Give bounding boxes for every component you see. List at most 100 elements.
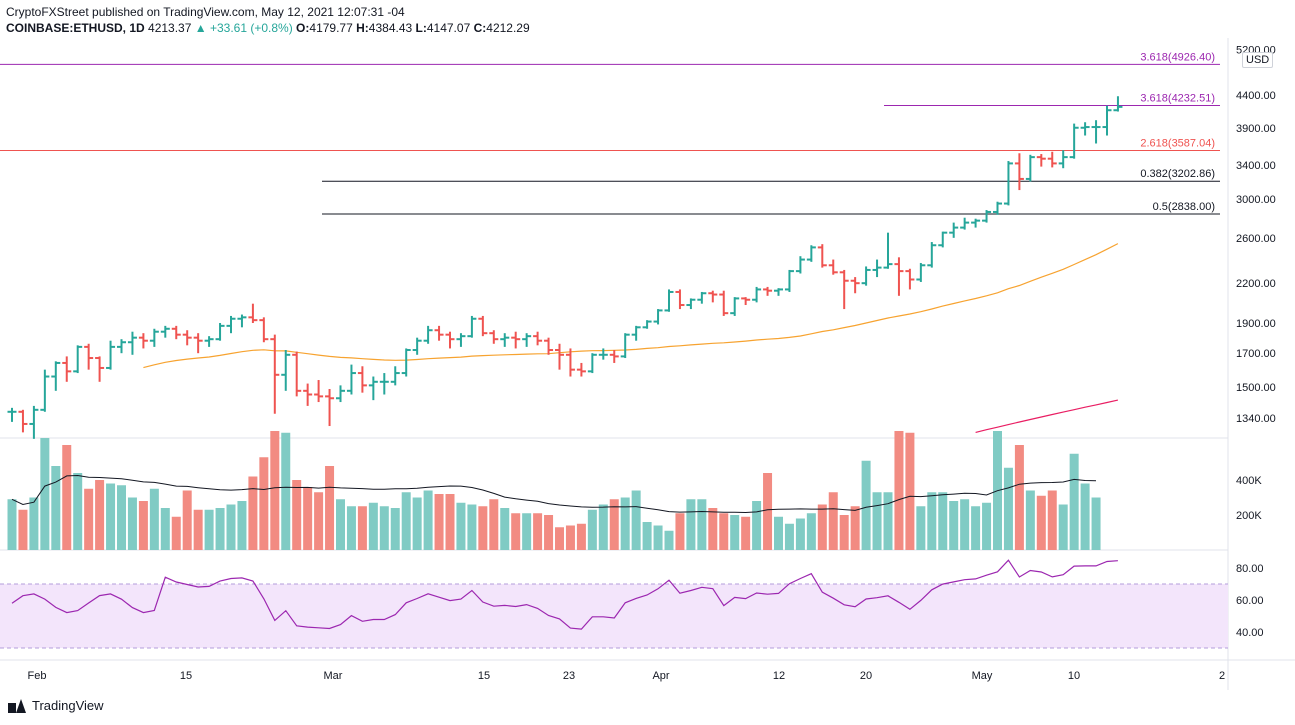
tradingview-logo-icon [8,698,26,713]
price-bar [489,330,499,344]
volume-bar [839,515,849,550]
price-bar [127,331,137,355]
price-bar [379,373,389,395]
price-tick-label: 3000.00 [1236,194,1276,206]
price-bar [752,286,762,303]
rsi-tick-label: 60.00 [1236,595,1264,607]
price-bar [730,297,740,316]
x-tick-label: 10 [1068,670,1080,682]
volume-pane [7,431,1101,550]
volume-bar [193,509,203,550]
publish-line: CryptoFXStreet published on TradingView.… [6,5,405,19]
volume-bar [1058,504,1068,550]
volume-bar [774,516,783,550]
volume-bar [620,497,630,550]
currency-unit[interactable]: USD [1242,52,1274,68]
price-bar [281,350,291,391]
volume-bar [861,460,871,550]
price-tick-label: 3900.00 [1236,123,1276,135]
volume-bar [390,508,400,550]
price-bar [18,409,28,433]
x-tick-label: 15 [478,670,490,682]
volume-bar [292,480,302,550]
volume-bar [1014,445,1024,550]
volume-bar [160,508,170,550]
price-bar [314,380,324,403]
volume-bar [456,502,466,550]
volume-bar [960,499,970,550]
volume-bar [259,457,269,550]
price-bar [51,361,61,391]
price-bar [883,232,893,269]
volume-bar [598,504,608,550]
volume-bar [730,515,740,550]
fib-level-label: 3.618(4926.40) [1140,51,1215,63]
price-bar [412,337,422,355]
price-bar [204,336,214,347]
volume-bar [401,492,411,550]
volume-bar [631,490,641,550]
price-bar [664,289,674,312]
price-bar [927,242,937,268]
price-bar [993,201,1002,215]
price-bar [806,245,816,262]
price-bar [160,325,170,338]
tradingview-brand[interactable]: TradingView [8,698,104,713]
price-bar [872,259,882,278]
volume-bar [226,504,236,550]
volume-bar [850,506,860,550]
volume-bar [204,509,214,550]
price-bar [774,288,783,296]
price-bar [697,291,707,304]
price-bar [445,331,455,349]
price-bar [390,366,400,386]
last-price: 4213.37 [148,21,192,35]
fib-level-label: 3.618(4232.51) [1140,93,1215,105]
price-bar [1058,150,1068,169]
volume-bar [149,488,159,550]
volume-bar [40,438,50,550]
fib-level-label: 0.382(3202.86) [1140,168,1215,180]
fib-level-label: 0.5(2838.00) [1153,201,1215,213]
x-tick-label: Mar [324,670,343,682]
price-bar [401,348,411,377]
price-bar [719,290,729,316]
volume-ma-line [11,474,1097,514]
price-bar [653,309,663,325]
x-tick-label: Feb [28,670,47,682]
volume-bar [1069,453,1079,550]
volume-bar [664,530,674,550]
price-bar [576,362,586,377]
volume-bar [784,523,794,550]
volume-bar [95,480,105,550]
price-bars [7,96,1123,439]
symbol-line: COINBASE:ETHUSD, 1D 4213.37 ▲ +33.61 (+0… [6,21,530,35]
price-change: ▲ +33.61 (+0.8%) [194,21,293,35]
volume-bar [215,508,225,550]
price-bar [905,268,915,290]
rsi-line [11,559,1118,630]
price-bar [336,385,345,403]
volume-bar [642,522,652,550]
price-bar [95,356,105,382]
x-tick-label: 12 [773,670,785,682]
volume-bar [544,515,554,550]
price-bar [1113,96,1123,112]
volume-bar [314,492,324,550]
price-bar [62,356,72,382]
rsi-tick-label: 80.00 [1236,563,1264,575]
x-tick-label: 15 [180,670,192,682]
price-bar [357,366,367,393]
rsi-band [0,584,1228,648]
volume-bar [1025,490,1035,550]
price-bar [828,259,838,275]
price-tick-label: 4400.00 [1236,90,1276,102]
open-value: 4179.77 [309,21,353,35]
volume-bar [270,431,280,550]
volume-bar [982,502,992,550]
price-bar [1080,122,1090,136]
volume-bar [949,501,959,550]
price-bar [237,314,247,328]
price-bar [587,353,597,374]
